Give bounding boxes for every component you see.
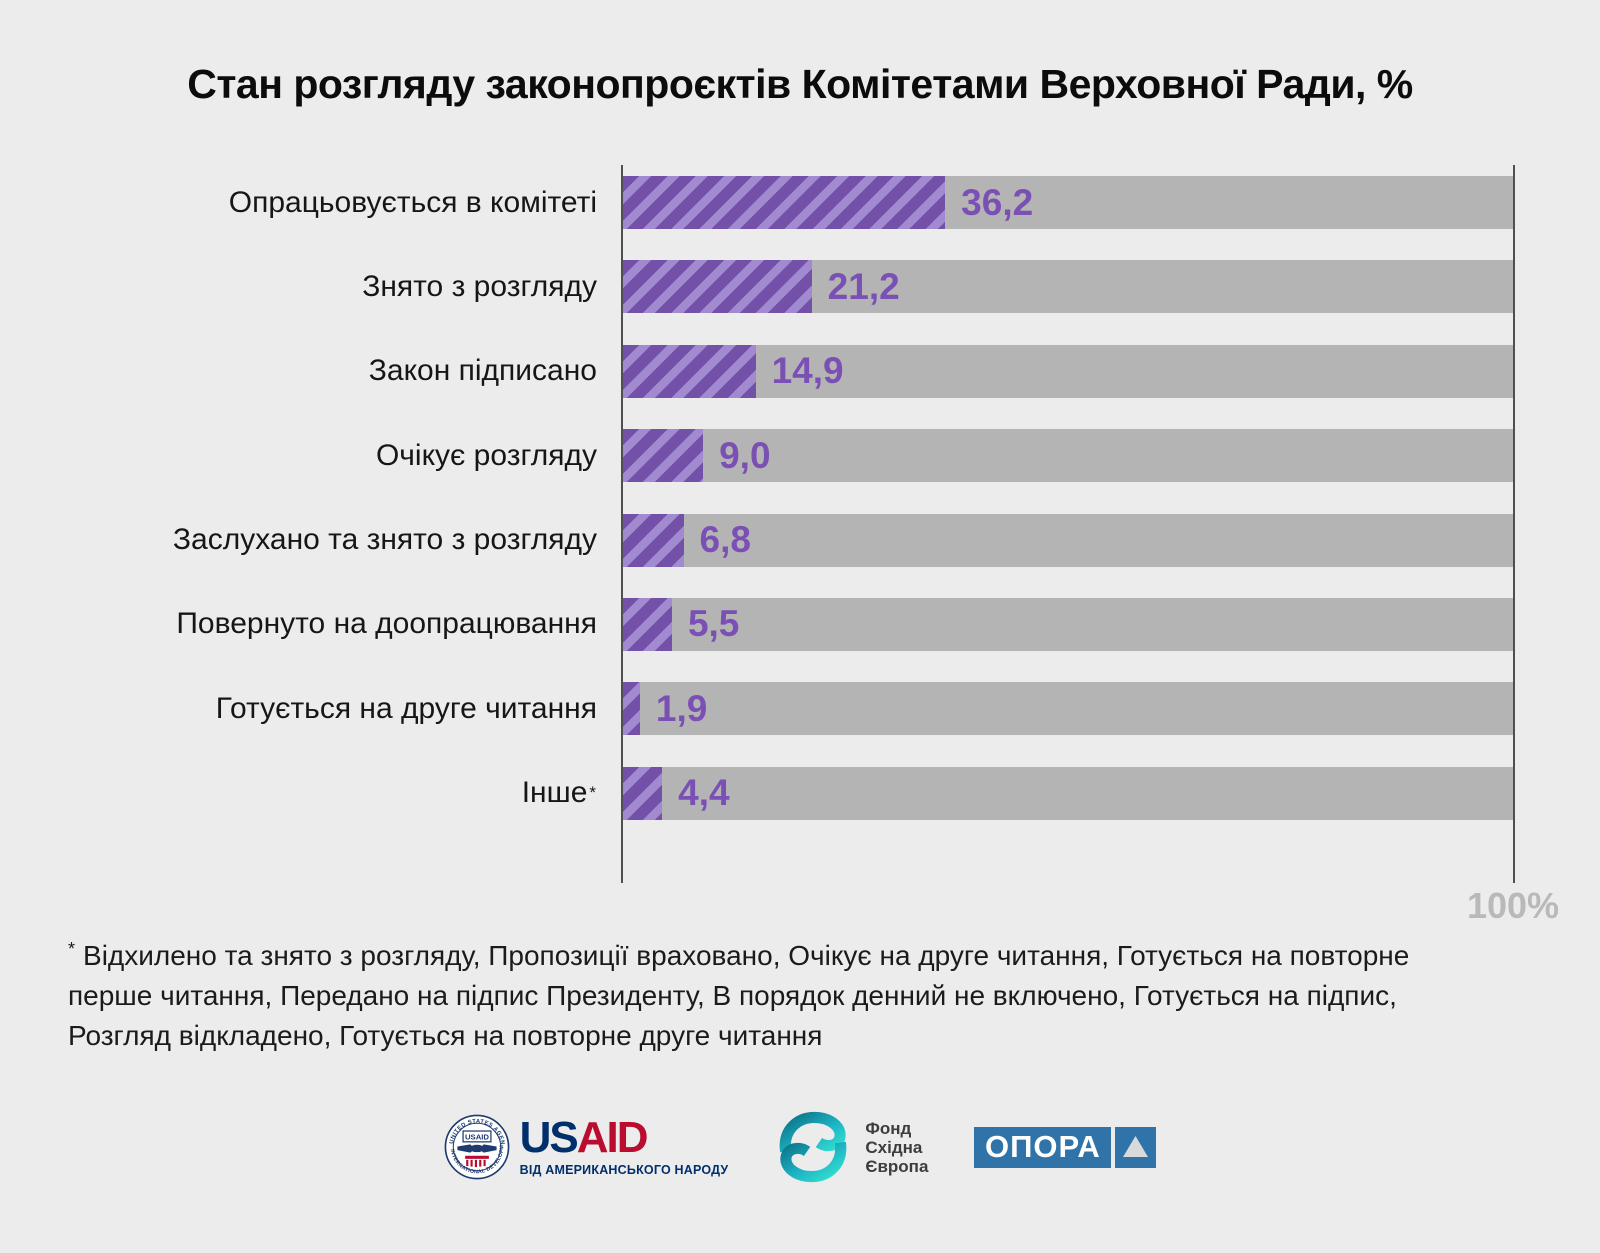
axis-end-label: 100% — [1466, 885, 1560, 927]
chart-title: Стан розгляду законопроєктів Комітетами … — [187, 61, 1413, 107]
usaid-wordmark: USAID — [520, 1115, 729, 1159]
opora-triangle-icon — [1123, 1135, 1149, 1157]
bar-track: 14,9 — [623, 344, 1513, 398]
bar-value-label: 9,0 — [719, 434, 771, 476]
bar-fill — [623, 429, 704, 483]
eef-name-line1: Фонд — [865, 1118, 912, 1138]
bar-track: 9,0 — [623, 429, 1513, 483]
category-label: Готується на друге читання — [215, 691, 597, 725]
bar-track: 4,4 — [623, 766, 1513, 820]
bar-fill — [623, 766, 663, 820]
eef-name: Фонд Східна Європа — [865, 1119, 928, 1176]
bar-fill — [623, 513, 684, 567]
footer-logos: UNITED STATES AGENCY INTERNATIONAL DEVEL… — [0, 1110, 1600, 1184]
eef-name-line3: Європа — [865, 1156, 929, 1176]
bar-fill — [623, 344, 756, 398]
bar-chart: Опрацьовується в комітеті Знято з розгля… — [60, 165, 1600, 926]
usaid-seal-center-text: USAID — [465, 1133, 489, 1142]
usaid-tagline: ВІД АМЕРИКАНСЬКОГО НАРОДУ — [519, 1162, 729, 1177]
bar-fill — [623, 597, 672, 651]
category-label: Закон підписано — [368, 354, 597, 388]
category-labels: Опрацьовується в комітеті Знято з розгля… — [60, 165, 621, 883]
category-label: Знято з розгляду — [362, 269, 597, 303]
bar-value-label: 4,4 — [678, 772, 730, 814]
bar-track: 6,8 — [623, 513, 1513, 567]
eef-logo: Фонд Східна Європа — [774, 1110, 928, 1184]
category-label: Повернуто на доопрацювання — [176, 607, 597, 641]
category-label: Інше * — [60, 767, 597, 820]
usaid-logo: UNITED STATES AGENCY INTERNATIONAL DEVEL… — [444, 1114, 729, 1180]
eef-name-line2: Східна — [865, 1137, 923, 1157]
bar-fill — [623, 260, 812, 314]
bar-value-label: 36,2 — [961, 181, 1034, 223]
footnote: * Відхилено та знято з розгляду, Пропозиц… — [68, 929, 1468, 1056]
category-label-text: Інше — [521, 776, 588, 810]
bar-fill — [623, 176, 946, 229]
bar-value-label: 6,8 — [699, 519, 751, 561]
plot-area: 36,2 21,2 14,9 9,0 6,8 5,5 1,9 4,4 — [621, 165, 1559, 926]
category-label: Очікує розгляду — [375, 438, 597, 472]
footnote-marker: * — [589, 783, 597, 803]
footnote-text: Відхилено та знято з розгляду, Пропозиці… — [68, 940, 1410, 1052]
bar-track: 5,5 — [623, 597, 1513, 651]
bar-value-label: 21,2 — [827, 265, 900, 307]
opora-logo: ОПОРА — [974, 1126, 1157, 1168]
bar-track: 36,2 — [623, 176, 1513, 229]
usaid-wordmark-aid: AID — [576, 1112, 649, 1162]
opora-wordmark-box: ОПОРА — [974, 1126, 1112, 1168]
usaid-seal-icon: UNITED STATES AGENCY INTERNATIONAL DEVEL… — [444, 1114, 509, 1180]
bar-track: 21,2 — [623, 260, 1513, 314]
bar-value-label: 14,9 — [771, 350, 844, 392]
category-label: Заслухано та знято з розгляду — [172, 523, 597, 557]
opora-symbol-box — [1115, 1126, 1157, 1168]
usaid-text-block: USAID ВІД АМЕРИКАНСЬКОГО НАРОДУ — [519, 1115, 729, 1177]
category-label: Опрацьовується в комітеті — [228, 185, 597, 219]
footnote-marker: * — [68, 939, 77, 960]
bar-value-label: 1,9 — [655, 687, 708, 729]
bar-fill — [623, 682, 640, 736]
bar-value-label: 5,5 — [687, 603, 740, 645]
usaid-wordmark-us: US — [519, 1112, 579, 1162]
usaid-seal-stripes — [464, 1155, 489, 1168]
eef-mark-icon — [780, 1111, 847, 1183]
bar-track: 1,9 — [623, 682, 1513, 736]
